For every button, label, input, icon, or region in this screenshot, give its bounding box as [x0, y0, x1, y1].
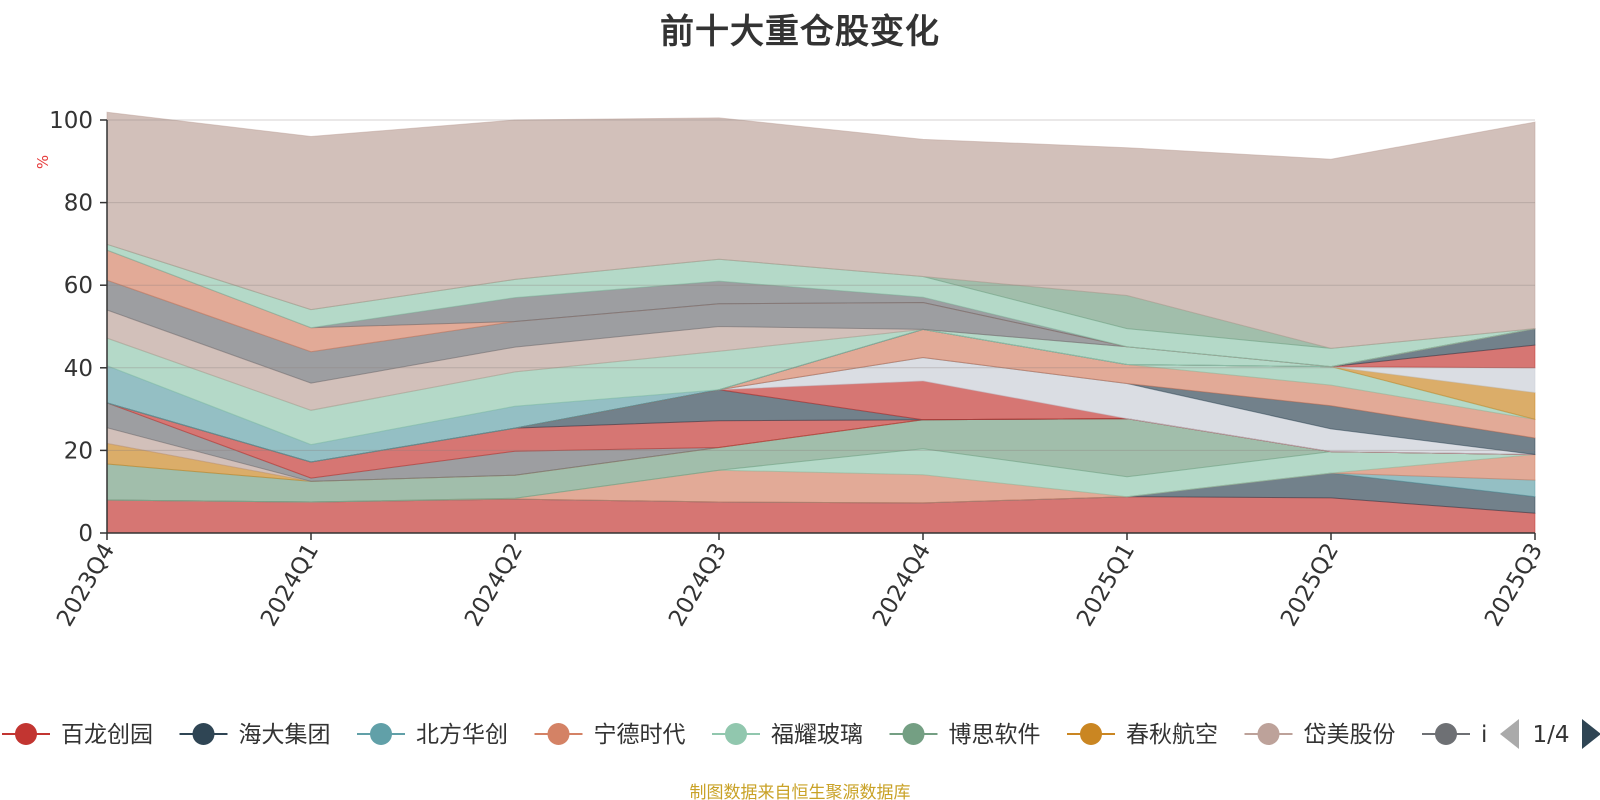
legend-item-5[interactable]: 福耀玻璃 — [712, 722, 863, 748]
gridlines — [107, 119, 1535, 451]
y-axis-label: % — [34, 155, 52, 169]
legend-marker — [192, 723, 215, 745]
legend-marker — [370, 723, 392, 745]
area-series-30[interactable] — [106, 111, 1536, 349]
legend-label: 福耀玻璃 — [771, 722, 863, 748]
legend-marker — [1435, 723, 1457, 745]
legend-item-3[interactable]: 北方华创 — [357, 722, 508, 748]
legend-label: 宁德时代 — [594, 722, 686, 748]
legend-label: 博思软件 — [949, 722, 1041, 748]
data-source-footer: 制图数据来自恒生聚源数据库 — [689, 783, 911, 800]
area-series-group — [106, 111, 1536, 534]
x-tick-label: 2024Q2 — [460, 539, 528, 631]
y-tick-label: 40 — [64, 356, 93, 382]
legend-label: i — [1481, 722, 1487, 748]
legend-prev-arrow-icon[interactable] — [1500, 719, 1519, 749]
legend-item-1[interactable]: 百龙创园 — [2, 722, 153, 748]
legend-label: 海大集团 — [239, 722, 331, 748]
y-tick-label: 100 — [49, 108, 93, 134]
legend-marker — [547, 723, 570, 745]
legend-item-7[interactable]: 春秋航空 — [1067, 722, 1218, 748]
y-tick-label: 0 — [78, 521, 93, 547]
legend-marker — [1080, 723, 1102, 745]
legend-marker — [15, 723, 37, 745]
legend-next-arrow-icon[interactable] — [1582, 719, 1600, 749]
legend-label: 春秋航空 — [1126, 722, 1218, 748]
legend-label: 百龙创园 — [61, 722, 153, 748]
legend-item-2[interactable]: 海大集团 — [179, 722, 331, 748]
chart-title: 前十大重仓股变化 — [660, 12, 940, 52]
legend-label: 岱美股份 — [1304, 722, 1396, 748]
y-tick-label: 80 — [64, 191, 93, 217]
legend-page-indicator: 1/4 — [1532, 722, 1569, 748]
legend-item-4[interactable]: 宁德时代 — [534, 722, 686, 748]
legend-marker — [1257, 723, 1280, 745]
legend-label: 北方华创 — [416, 722, 508, 748]
legend-item-6[interactable]: 博思软件 — [889, 722, 1041, 748]
legend-item-8[interactable]: 岱美股份 — [1244, 722, 1396, 748]
legend: 百龙创园 海大集团 北方华创 宁德时代 福耀玻璃 博思软件 春秋航空 岱美股份 i 1/4 — [2, 719, 1600, 749]
legend-marker — [725, 723, 747, 745]
legend-items: 百龙创园 海大集团 北方华创 宁德时代 福耀玻璃 博思软件 春秋航空 岱美股份 i — [2, 722, 1487, 748]
x-tick-label: 2025Q2 — [1276, 539, 1344, 631]
x-tick-label: 2024Q3 — [664, 539, 732, 631]
x-tick-label: 2025Q3 — [1480, 539, 1548, 631]
x-tick-label: 2024Q4 — [868, 539, 936, 631]
y-tick-label: 60 — [64, 273, 93, 299]
x-tick-label: 2024Q1 — [256, 539, 324, 631]
x-tick-label: 2025Q1 — [1072, 539, 1140, 631]
legend-item-9[interactable]: i — [1422, 722, 1487, 748]
x-tick-label: 2023Q4 — [52, 539, 120, 631]
legend-marker — [902, 723, 925, 745]
y-tick-label: 20 — [64, 438, 93, 464]
